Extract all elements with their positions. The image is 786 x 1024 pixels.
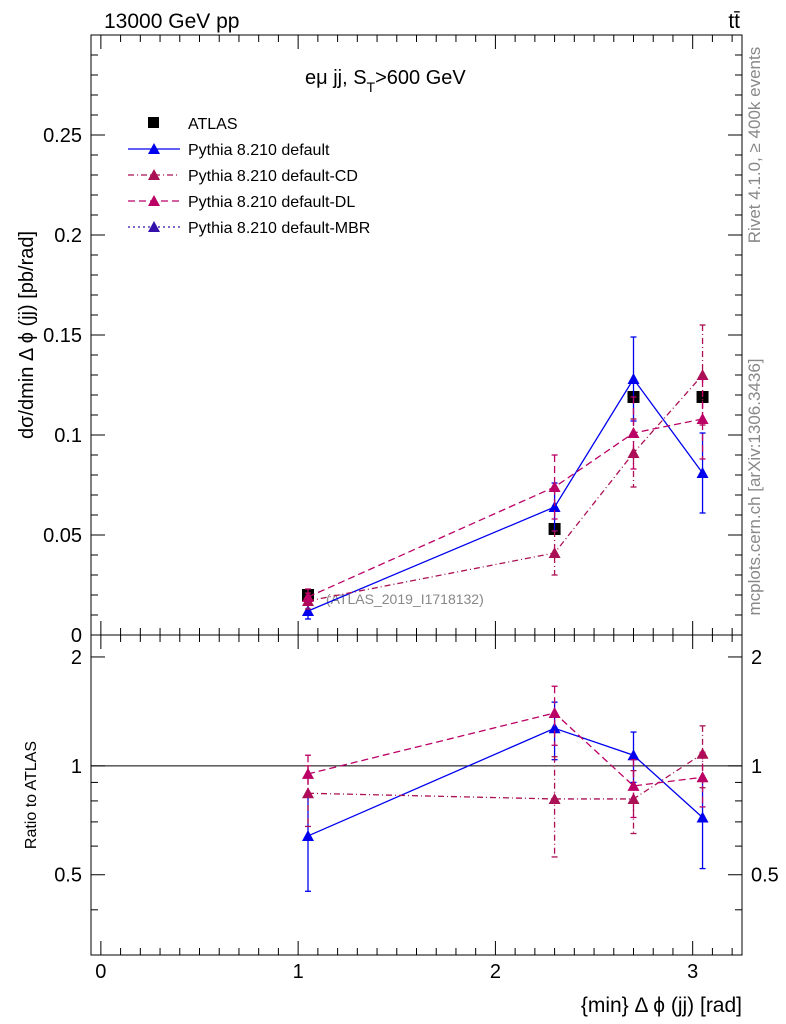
x-axis-title: {min} Δ ϕ (jj) [rad]: [581, 994, 742, 1017]
y-tick-label: 0.05: [43, 525, 82, 547]
legend-label: Pythia 8.210 default-CD: [188, 168, 358, 185]
main-data-point: [548, 547, 561, 558]
axis-ticks: [91, 35, 742, 955]
ratio-tick-label-right: 0.5: [751, 865, 779, 887]
x-tick-label: 2: [490, 961, 501, 983]
ratio-series-line: [307, 727, 703, 837]
y-tick-label: 0.1: [54, 425, 82, 447]
header-process: tt̄: [728, 10, 740, 33]
ratio-tick-label-left: 0.5: [54, 865, 82, 887]
ratio-tick-label-right: 2: [751, 647, 762, 669]
main-series-line: [307, 377, 704, 612]
x-tick-labels: 0 1 2 3: [95, 961, 698, 983]
ratio-data-point: [696, 771, 709, 783]
legend-label: Pythia 8.210 default: [188, 142, 330, 159]
legend-marker: [148, 117, 159, 128]
ratio-series-group: [302, 685, 709, 892]
main-data-point: [302, 591, 314, 602]
ratio-plot-frame: [90, 634, 743, 956]
x-tick-label: 3: [687, 961, 698, 983]
y-tick-label: 0.2: [54, 225, 82, 247]
ratio-data-point: [627, 779, 640, 791]
x-tick-label: 0: [95, 961, 106, 983]
main-series-group: [302, 324, 709, 620]
ratio-tick-label-left: 2: [71, 647, 82, 669]
ratio-series-line: [307, 712, 703, 787]
y-tick-label: 0.15: [43, 325, 82, 347]
legend: ATLAS Pythia 8.210 default Pythia 8.210 de…: [128, 116, 370, 237]
main-data-point: [627, 373, 640, 384]
ratio-data-point: [548, 706, 561, 718]
main-series-line: [307, 374, 704, 602]
legend-marker: [148, 221, 160, 232]
ratio-data-point: [548, 722, 561, 734]
mcplots-label: mcplots.cern.ch [arXiv:1306.3436]: [745, 358, 764, 615]
main-data-point: [548, 481, 561, 492]
ratio-data-point: [302, 829, 314, 841]
legend-marker: [148, 143, 160, 154]
main-data-point: [548, 501, 561, 512]
ratio-axis-title: Ratio to ATLAS: [23, 741, 40, 849]
legend-label: Pythia 8.210 default-DL: [188, 194, 355, 211]
ratio-series-line: [307, 753, 703, 800]
ratio-tick-label-right: 1: [751, 756, 762, 778]
ratio-tick-label-left: 1: [71, 756, 82, 778]
ratio-data-point: [627, 749, 640, 761]
legend-label: Pythia 8.210 default-MBR: [188, 220, 370, 237]
legend-label: ATLAS: [188, 116, 238, 133]
main-data-point: [627, 427, 640, 438]
rivet-version-label: Rivet 4.1.0, ≥ 400k events: [745, 47, 764, 243]
main-data-point: [696, 413, 709, 424]
y-tick-label: 0.25: [43, 125, 82, 147]
main-data-point: [696, 369, 709, 380]
x-tick-label: 1: [293, 961, 304, 983]
ratio-data-point: [302, 767, 314, 779]
header-energy: 13000 GeV pp: [104, 10, 239, 33]
plot-title: eμ jj, ST>600 GeV: [305, 67, 466, 95]
main-series-line: [307, 418, 703, 598]
legend-marker: [148, 169, 160, 180]
main-data-point: [696, 467, 709, 478]
analysis-watermark: (ATLAS_2019_I1718132): [326, 591, 484, 607]
y-tick-labels: 0 0.05 0.1 0.15 0.2 0.25 0.5 0.5 1 1 2 2: [43, 125, 779, 887]
y-axis-title: dσ/dmin Δ ϕ (jj) [pb/rad]: [16, 231, 38, 439]
ratio-data-point: [548, 792, 561, 804]
legend-marker: [148, 195, 160, 206]
main-data-point: [302, 605, 314, 616]
y-tick-label: 0: [71, 625, 82, 647]
ratio-data-point: [696, 811, 709, 823]
